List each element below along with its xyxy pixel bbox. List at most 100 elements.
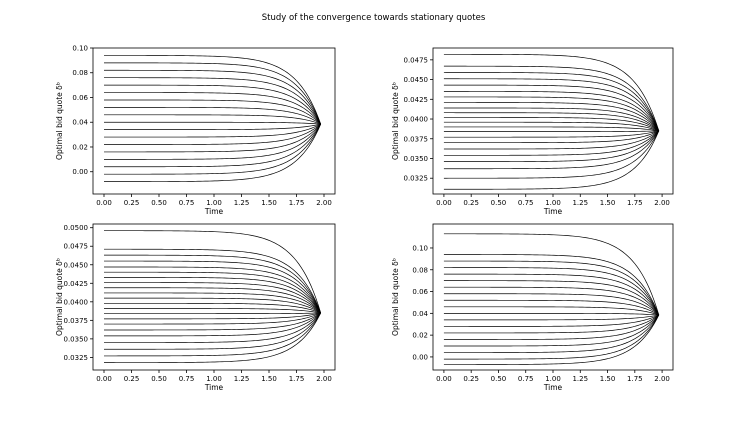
series-group: [443, 53, 660, 190]
series-group: [443, 233, 660, 365]
x-tick-label: 1.75: [289, 375, 305, 383]
subplot-2: 0.00 0.25 0.50 0.75 1.00 1.25 1.50 1.75 2.00 0.03…: [391, 47, 674, 216]
y-tick-label: 0.0375: [64, 317, 89, 325]
series-line-15: [104, 312, 321, 320]
y-tick-label: 0.0425: [64, 280, 89, 288]
series-line-18: [104, 123, 322, 182]
series-line-5: [104, 84, 321, 125]
series-line-14: [104, 312, 321, 315]
series-line-5: [443, 84, 660, 132]
series-line-1: [443, 53, 660, 131]
series-line-11: [104, 297, 321, 314]
series-line-13: [443, 126, 659, 132]
x-axis-label: Time: [204, 383, 224, 392]
y-tick-label: 0.0325: [64, 354, 89, 362]
x-tick-label: 0.50: [491, 199, 507, 207]
y-axis-label: Optimal bid quote δᵇ: [55, 258, 64, 336]
x-tick-label: 0.25: [463, 199, 479, 207]
x-tick-label: 0.00: [436, 199, 452, 207]
series-line-14: [443, 314, 660, 334]
x-tick-label: 1.00: [206, 199, 222, 207]
series-line-6: [443, 91, 660, 132]
y-tick-label: 0.04: [72, 119, 88, 127]
x-tick-label: 1.75: [627, 199, 643, 207]
series-line-14: [443, 130, 659, 132]
x-tick-label: 0.75: [518, 199, 534, 207]
series-line-17: [104, 123, 322, 175]
y-axis-label: Optimal bid quote δᵇ: [55, 82, 64, 160]
series-line-7: [104, 99, 321, 125]
series-line-18: [104, 312, 321, 337]
x-tick-label: 1.75: [627, 375, 643, 383]
y-tick-label: 0.10: [72, 45, 88, 53]
x-tick-label: 2.00: [316, 199, 332, 207]
series-line-20: [443, 130, 660, 170]
series-line-9: [443, 107, 660, 132]
series-line-19: [443, 130, 660, 162]
y-tick-label: 0.04: [412, 310, 428, 318]
series-line-1: [104, 230, 322, 314]
series-line-10: [104, 292, 321, 314]
series-line-7: [104, 277, 321, 314]
series-line-7: [443, 96, 660, 132]
x-tick-label: 1.25: [572, 199, 588, 207]
subplot-3: 0.00 0.25 0.50 0.75 1.00 1.25 1.50 1.75 2.00 0.03…: [55, 223, 336, 392]
y-tick-label: 0.0475: [404, 56, 429, 64]
series-line-13: [104, 308, 321, 314]
x-axis-label: Time: [543, 207, 563, 216]
series-line-6: [104, 271, 321, 314]
series-line-18: [443, 314, 660, 360]
y-tick-label: 0.0450: [64, 261, 89, 269]
subplot-4: 0.00 0.25 0.50 0.75 1.00 1.25 1.50 1.75 2.00 0.00…: [391, 223, 674, 392]
subplot-1: 0.00 0.25 0.50 0.75 1.00 1.25 1.50 1.75 2.00 0.00…: [55, 45, 336, 216]
series-line-6: [443, 280, 660, 316]
series-line-12: [443, 314, 659, 321]
series-line-11: [443, 117, 659, 132]
series-line-15: [443, 130, 659, 138]
x-tick-label: 1.50: [261, 375, 277, 383]
x-axis-label: Time: [204, 207, 224, 216]
x-tick-label: 0.25: [124, 375, 140, 383]
series-line-21: [443, 130, 660, 179]
y-tick-label: 0.0475: [64, 243, 89, 251]
series-line-17: [443, 314, 660, 353]
x-tick-label: 0.00: [436, 375, 452, 383]
series-line-19: [443, 314, 660, 365]
y-tick-label: 0.0450: [404, 76, 429, 84]
series-line-2: [443, 65, 660, 131]
y-tick-label: 0.0375: [404, 135, 429, 143]
y-tick-label: 0.00: [412, 353, 428, 361]
series-group: [103, 55, 322, 182]
y-tick-label: 0.0425: [404, 96, 429, 104]
series-line-22: [104, 312, 322, 363]
series-line-19: [104, 312, 321, 343]
x-tick-label: 1.25: [572, 375, 588, 383]
y-tick-label: 0.0500: [64, 224, 89, 232]
series-line-13: [104, 123, 321, 145]
x-tick-label: 1.50: [600, 199, 616, 207]
series-line-18: [443, 130, 660, 156]
series-line-4: [443, 78, 660, 132]
x-tick-label: 2.00: [654, 375, 670, 383]
x-tick-label: 0.50: [151, 375, 167, 383]
y-tick-label: 0.08: [72, 69, 88, 77]
y-tick-label: 0.00: [72, 168, 88, 176]
x-tick-label: 0.75: [179, 375, 195, 383]
x-tick-label: 2.00: [316, 375, 332, 383]
series-line-17: [104, 312, 321, 331]
series-line-9: [104, 114, 321, 125]
y-tick-label: 0.0350: [64, 335, 89, 343]
y-tick-label: 0.10: [412, 244, 428, 252]
x-tick-label: 1.25: [234, 375, 250, 383]
series-line-4: [103, 77, 322, 125]
series-line-14: [104, 123, 321, 153]
series-line-22: [443, 130, 660, 190]
series-line-4: [443, 267, 660, 316]
series-line-12: [104, 123, 321, 138]
x-tick-label: 0.25: [124, 199, 140, 207]
series-line-3: [443, 72, 660, 131]
series-line-2: [104, 248, 322, 314]
series-line-3: [443, 260, 660, 316]
y-tick-label: 0.06: [412, 288, 428, 296]
x-tick-label: 0.75: [518, 375, 534, 383]
